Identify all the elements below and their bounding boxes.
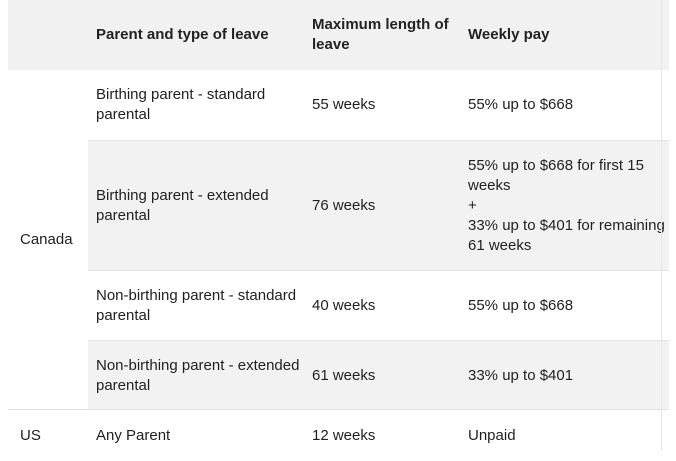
leave-length-cell: 12 weeks xyxy=(312,426,376,444)
leave-type-cell: Birthing parent - extended parental xyxy=(96,187,269,224)
table-row: US Any Parent 12 weeks Unpaid xyxy=(8,409,669,461)
weekly-pay-cell: 33% up to $401 xyxy=(468,366,574,384)
leave-type-cell: Non-birthing parent - standard parental xyxy=(96,287,297,324)
pay-line: + xyxy=(468,197,477,214)
weekly-pay-cell: 55% up to $668 xyxy=(468,96,574,113)
leave-type-cell: Any Parent xyxy=(96,426,171,444)
table-header-row: Parent and type of leave Maximum length … xyxy=(8,0,669,70)
table-right-border xyxy=(661,0,662,451)
weekly-pay-cell: Unpaid xyxy=(468,426,516,444)
leave-length-cell: 76 weeks xyxy=(312,197,376,214)
weekly-pay-cell: 55% up to $668 for first 15 weeks + 33% … xyxy=(468,141,668,271)
leave-length-cell: 61 weeks xyxy=(312,366,376,384)
country-us: US xyxy=(20,426,41,444)
leave-length-cell: 55 weeks xyxy=(312,96,376,113)
leave-type-cell: Non-birthing parent - extended parental xyxy=(96,356,300,394)
country-canada: Canada xyxy=(20,230,73,248)
table-row: Non-birthing parent - extended parental … xyxy=(88,340,669,410)
table-row: Birthing parent - extended parental 76 w… xyxy=(88,140,669,271)
leave-length-cell: 40 weeks xyxy=(312,297,376,314)
pay-line: 33% up to $401 for remaining 61 weeks xyxy=(468,217,665,254)
leave-type-cell: Birthing parent - standard parental xyxy=(96,86,266,123)
header-weekly-pay: Weekly pay xyxy=(468,26,550,43)
table-row: Birthing parent - standard parental 55 w… xyxy=(8,70,669,140)
header-max-length: Maximum length of leave xyxy=(312,16,449,53)
header-parent-type: Parent and type of leave xyxy=(96,26,269,43)
weekly-pay-cell: 55% up to $668 xyxy=(468,297,574,314)
pay-line: 55% up to $668 for first 15 weeks xyxy=(468,157,644,194)
table-row: Non-birthing parent - standard parental … xyxy=(88,270,669,341)
